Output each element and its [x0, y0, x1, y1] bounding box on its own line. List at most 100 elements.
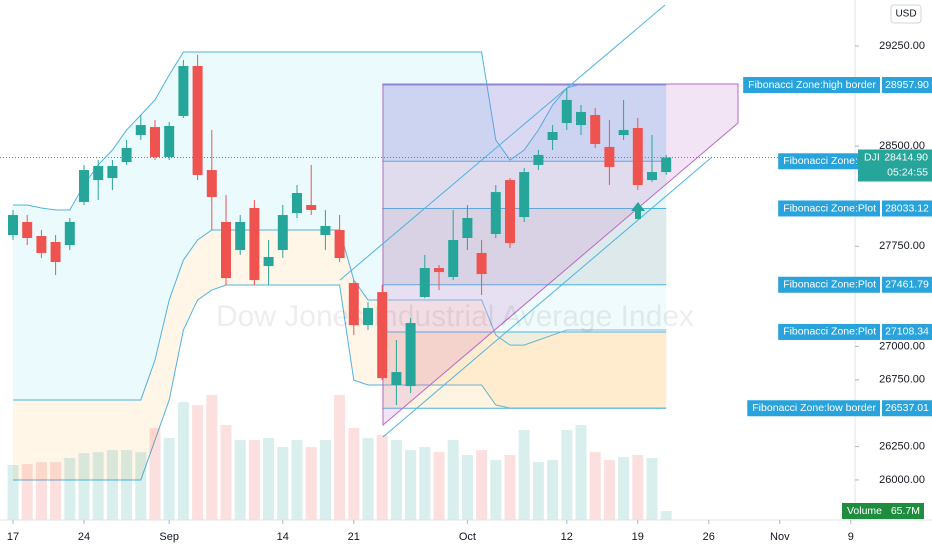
candle-body	[93, 166, 104, 181]
marks	[0, 54, 855, 520]
candle-body	[334, 229, 345, 259]
x-tick-label: Sep	[159, 531, 179, 543]
currency: USD	[895, 9, 916, 20]
x-tick-label: 17	[7, 531, 19, 543]
price-box	[858, 149, 932, 182]
candle-body	[405, 323, 416, 387]
volume-bar	[263, 438, 275, 520]
volume-bar	[220, 425, 232, 520]
volume-name: Volume	[847, 505, 882, 517]
fib-value-box	[882, 200, 932, 217]
volume-bar	[149, 428, 161, 520]
candle-body	[64, 221, 75, 246]
volume-box	[842, 503, 924, 519]
candle-body	[533, 154, 544, 165]
symbol-label: DJI	[864, 151, 880, 163]
volume-bar	[603, 460, 615, 520]
x-tick-label: 12	[561, 531, 573, 543]
candle-body	[590, 115, 601, 145]
volume-bar	[618, 457, 630, 520]
volume-bar	[121, 450, 133, 520]
volume-bar	[21, 464, 33, 520]
candle-body	[419, 268, 430, 298]
candle-body	[164, 125, 175, 157]
volume-bar	[589, 452, 601, 520]
volume-bar	[248, 440, 260, 520]
volume-bar	[390, 440, 402, 520]
candle-body	[121, 148, 132, 163]
candle-body	[618, 129, 629, 136]
volume-bar	[163, 438, 175, 520]
candle-body	[320, 225, 331, 236]
volume-bar	[461, 455, 473, 520]
volume-value: 65.7M	[891, 505, 920, 517]
fib-zone-name: Fibonacci Zone:Plot	[783, 155, 876, 167]
fib-zone-name: Fibonacci Zone:low border	[752, 402, 876, 414]
candle-body	[249, 207, 260, 281]
y-tick-label: 26750.00	[879, 374, 925, 386]
y-tick-label: 27000.00	[879, 340, 925, 352]
candle-body	[8, 215, 18, 236]
fib-zone-name: Fibonacci Zone:Plot	[783, 326, 876, 338]
band-line	[13, 51, 667, 211]
candle-body	[363, 307, 373, 326]
candle-body	[135, 125, 146, 136]
fib-value-label: 28033.12	[885, 202, 929, 214]
x-tick-label: Oct	[459, 531, 476, 543]
volume-bar	[64, 458, 76, 520]
candle-body	[490, 192, 501, 234]
fib-name-box	[778, 323, 880, 340]
y-tick-label: 26000.00	[879, 474, 925, 486]
fib-zone	[382, 84, 667, 162]
fib-value-box	[882, 76, 932, 93]
volume-bar	[405, 450, 417, 520]
axes: 29250.00 28500.00 27750.00 27000.00 26750.00…	[7, 40, 932, 543]
volume-bar	[135, 452, 147, 520]
candle-body	[348, 282, 359, 326]
fib-value-box	[882, 323, 932, 340]
candle-body	[561, 99, 572, 124]
volume-bar	[192, 405, 204, 520]
fib-zone-name: Fibonacci Zone:Plot	[783, 202, 876, 214]
candle-body	[632, 127, 643, 185]
x-tick-label: 24	[78, 531, 90, 543]
candle-body	[519, 172, 530, 218]
volume-bar	[518, 430, 530, 520]
candle-body	[22, 221, 33, 239]
x-tick-label: 21	[348, 531, 360, 543]
volume-bar	[206, 395, 218, 520]
fib-name-box	[778, 153, 880, 170]
candle-body	[604, 146, 615, 167]
volume-bar	[305, 447, 317, 520]
fib-zone	[382, 331, 667, 409]
candle-body	[235, 221, 246, 251]
volume-bar	[177, 402, 189, 520]
candle-body	[547, 131, 558, 140]
volume-bar	[376, 435, 388, 520]
candle-body	[79, 170, 89, 202]
y-tick-label: 29250.00	[879, 40, 925, 52]
volume-bar	[447, 440, 459, 520]
volume-bar	[419, 447, 431, 520]
y-tick-label: 28500.00	[879, 140, 925, 152]
volume-bar	[277, 447, 289, 520]
volume-bar	[78, 453, 90, 520]
fib-value-label: 26537.01	[885, 402, 929, 414]
candle-body	[306, 205, 317, 210]
candle-body	[505, 180, 515, 244]
candle-body	[192, 66, 203, 175]
volume-bar	[646, 458, 658, 520]
fib-name-box	[778, 200, 880, 217]
volume-bar	[433, 452, 445, 520]
countdown: 05:24:55	[887, 166, 928, 178]
candle-body	[576, 111, 586, 126]
currency-box[interactable]	[890, 4, 922, 24]
volume-bar	[504, 455, 516, 520]
y-tick-label: 27750.00	[879, 240, 925, 252]
candle-body	[277, 215, 288, 251]
volume-bar	[234, 440, 246, 520]
candle-body	[263, 256, 274, 267]
y-tick-label: 26250.00	[879, 440, 925, 452]
x-tick-label: Nov	[770, 531, 790, 543]
candle-body	[36, 235, 47, 253]
